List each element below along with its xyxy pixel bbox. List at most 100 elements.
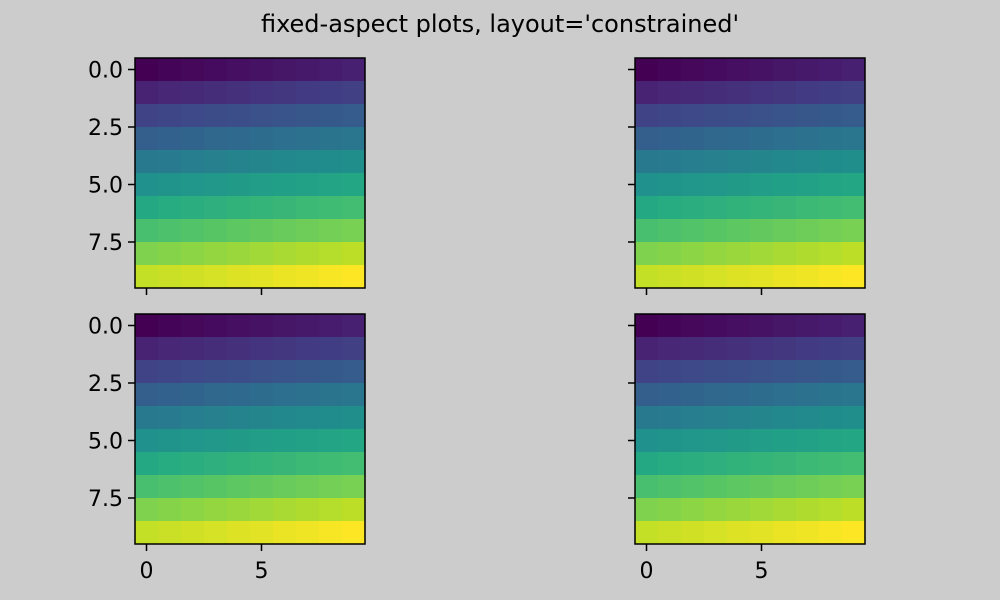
heatmap-cell — [342, 265, 366, 289]
heatmap-cell — [204, 452, 228, 476]
y-tick-label: 5.0 — [88, 174, 123, 199]
heatmap-cell — [319, 242, 343, 266]
heatmap-cell — [796, 173, 820, 197]
heatmap-cell — [819, 173, 843, 197]
heatmap-cell — [204, 150, 228, 174]
heatmap-cell — [819, 337, 843, 361]
heatmap-cell — [842, 104, 866, 128]
heatmap-cell — [296, 337, 320, 361]
heatmap-cell — [135, 475, 159, 499]
heatmap-cell — [704, 429, 728, 453]
heatmap-cell — [819, 498, 843, 522]
heatmap-cell — [635, 452, 659, 476]
heatmap-cell — [727, 219, 751, 243]
heatmap-cell — [250, 173, 274, 197]
heatmap-cell — [273, 429, 297, 453]
heatmap-cell — [227, 452, 251, 476]
heatmap-cell — [135, 127, 159, 151]
heatmap-cell — [819, 219, 843, 243]
heatmap-cell — [135, 498, 159, 522]
heatmap-cell — [181, 452, 205, 476]
heatmap-cell — [204, 314, 228, 338]
heatmap-cell — [704, 219, 728, 243]
heatmap-cell — [658, 475, 682, 499]
heatmap-cell — [342, 242, 366, 266]
y-tick-label: 0.0 — [88, 59, 123, 84]
heatmap-cell — [750, 498, 774, 522]
heatmap-cell — [704, 265, 728, 289]
heatmap-cell — [681, 150, 705, 174]
heatmap-cell — [319, 127, 343, 151]
heatmap-cell — [750, 521, 774, 545]
heatmap-cell — [842, 173, 866, 197]
y-tick-label: 5.0 — [88, 430, 123, 455]
heatmap-cell — [181, 104, 205, 128]
heatmap-cell — [204, 196, 228, 220]
heatmap-cell — [250, 360, 274, 384]
heatmap-cell — [273, 452, 297, 476]
heatmap-cell — [181, 314, 205, 338]
heatmap-cell — [704, 452, 728, 476]
heatmap-cell — [158, 475, 182, 499]
heatmap-cell — [635, 150, 659, 174]
heatmap-cell — [704, 406, 728, 430]
heatmap-cell — [773, 196, 797, 220]
heatmap-cell — [796, 360, 820, 384]
heatmap-cell — [158, 314, 182, 338]
heatmap-cell — [681, 314, 705, 338]
heatmap-cell — [227, 196, 251, 220]
heatmap-cell — [773, 150, 797, 174]
heatmap-cell — [135, 406, 159, 430]
axes-layer: 0.02.55.07.50.02.55.07.50 5 0 5 — [88, 57, 866, 584]
heatmap-cell — [773, 58, 797, 82]
heatmap-cell — [296, 521, 320, 545]
heatmap-cell — [227, 383, 251, 407]
heatmap-cell — [250, 383, 274, 407]
heatmap-cell — [819, 81, 843, 105]
heatmap-cell — [250, 498, 274, 522]
heatmap-cell — [796, 104, 820, 128]
heatmap-cell — [250, 475, 274, 499]
axes-frame — [634, 313, 866, 545]
heatmap-cell — [727, 452, 751, 476]
heatmap-cell — [773, 521, 797, 545]
heatmap-cell — [796, 406, 820, 430]
axes-frame — [134, 313, 366, 545]
heatmap-cell — [658, 265, 682, 289]
heatmap-cell — [135, 383, 159, 407]
heatmap-cell — [273, 150, 297, 174]
heatmap-cell — [773, 173, 797, 197]
heatmap-cell — [296, 406, 320, 430]
heatmap-cell — [635, 58, 659, 82]
axes-top-left: 0.0 2.5 5.0 7.5 — [88, 57, 366, 295]
heatmap-cell — [319, 58, 343, 82]
heatmap-cell — [227, 498, 251, 522]
heatmap-cell — [204, 58, 228, 82]
heatmap-cell — [796, 150, 820, 174]
y-tick-label: 2.5 — [88, 116, 123, 141]
heatmap-cell — [250, 452, 274, 476]
heatmap-cell — [819, 314, 843, 338]
heatmap-cell — [158, 265, 182, 289]
x-tick-label: 5 — [255, 559, 269, 584]
heatmap-cell — [250, 242, 274, 266]
heatmap-cell — [296, 242, 320, 266]
heatmap-cell — [842, 383, 866, 407]
heatmap-cell — [658, 429, 682, 453]
heatmap-cell — [204, 81, 228, 105]
heatmap-cell — [842, 337, 866, 361]
heatmap-cell — [135, 81, 159, 105]
heatmap-cell — [227, 360, 251, 384]
heatmap-cell — [204, 104, 228, 128]
heatmap-cell — [296, 314, 320, 338]
heatmap-cell — [319, 337, 343, 361]
heatmap-cell — [204, 242, 228, 266]
heatmap-cell — [273, 242, 297, 266]
heatmap-cell — [704, 196, 728, 220]
heatmap-cell — [635, 196, 659, 220]
heatmap-cell — [727, 58, 751, 82]
heatmap-cell — [227, 150, 251, 174]
heatmap-cell — [842, 81, 866, 105]
heatmap-cell — [342, 58, 366, 82]
